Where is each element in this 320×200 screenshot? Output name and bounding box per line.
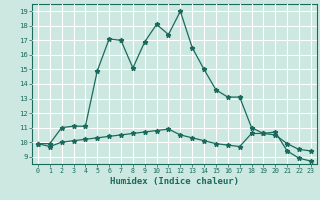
X-axis label: Humidex (Indice chaleur): Humidex (Indice chaleur)	[110, 177, 239, 186]
